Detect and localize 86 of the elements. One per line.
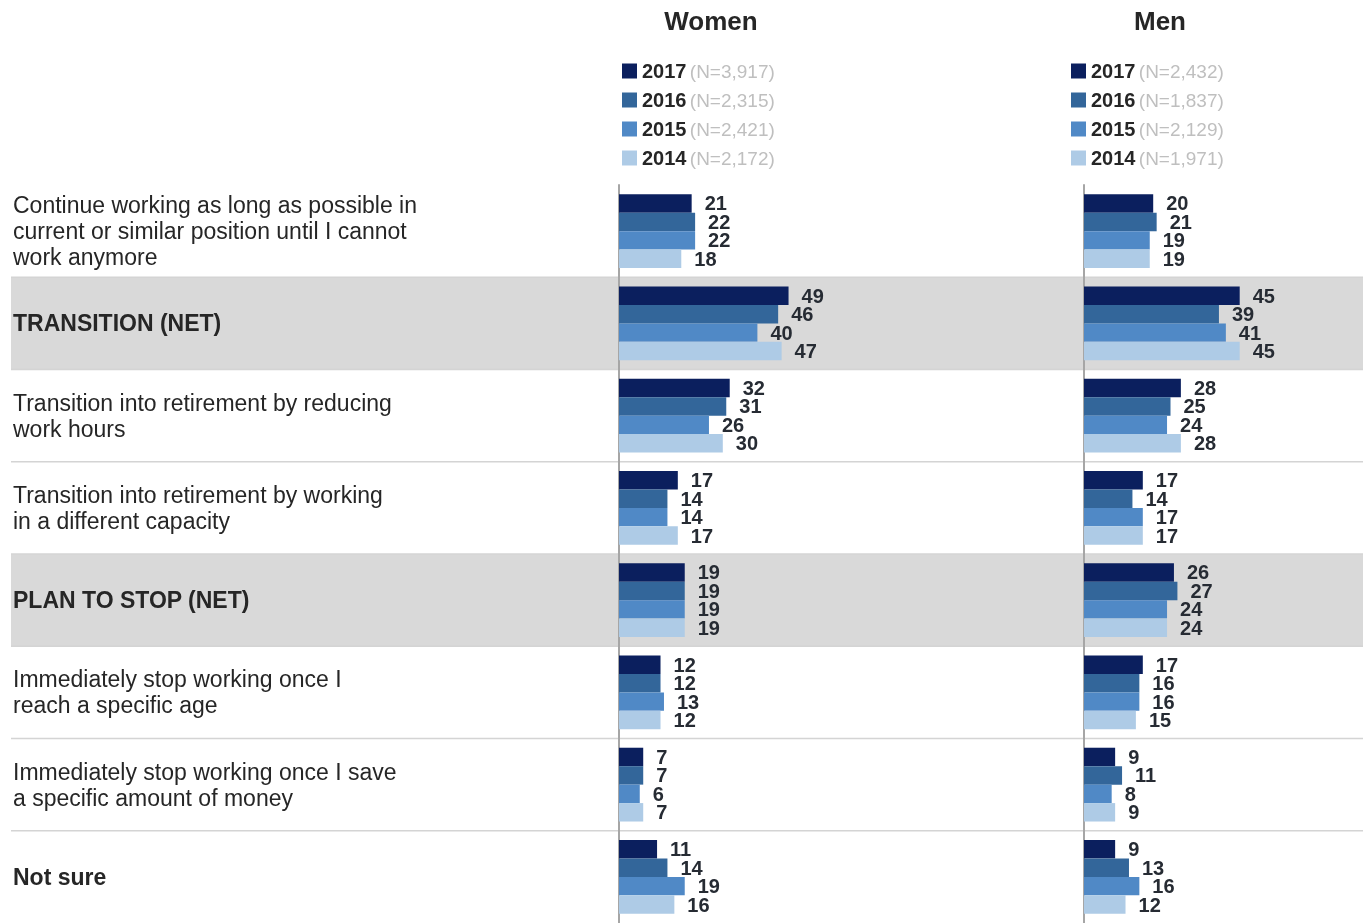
bar bbox=[1084, 194, 1154, 213]
bar bbox=[1084, 341, 1240, 361]
bar bbox=[619, 194, 692, 213]
bar bbox=[1084, 249, 1150, 269]
data-label: 45 bbox=[1252, 284, 1275, 307]
data-label: 47 bbox=[794, 340, 817, 363]
bar bbox=[1084, 692, 1140, 711]
bar bbox=[619, 747, 644, 767]
bar bbox=[1084, 470, 1143, 490]
bar bbox=[1084, 618, 1168, 638]
bar bbox=[1084, 655, 1143, 674]
bar bbox=[1084, 673, 1140, 693]
bar bbox=[619, 895, 675, 914]
legend-label: 2016 (N=1,837) bbox=[1091, 89, 1224, 111]
bar bbox=[619, 710, 661, 730]
bar bbox=[619, 876, 685, 896]
bar bbox=[619, 784, 640, 804]
bar bbox=[1084, 876, 1140, 896]
bar bbox=[619, 323, 758, 342]
bar bbox=[1084, 415, 1168, 435]
bar bbox=[1084, 600, 1168, 619]
bar bbox=[1084, 304, 1219, 324]
bar bbox=[619, 434, 723, 453]
y-tick-label: Immediately stop working once I save a specific amount of money bbox=[13, 758, 403, 811]
bar bbox=[619, 249, 682, 269]
bar bbox=[1084, 581, 1178, 601]
legend-label: 2014 (N=1,971) bbox=[1091, 147, 1224, 169]
bar bbox=[619, 803, 644, 822]
y-tick-label: Transition into retirement by reducing work hours bbox=[12, 389, 399, 442]
bar bbox=[619, 489, 668, 508]
bar bbox=[619, 397, 727, 416]
bar bbox=[619, 378, 730, 398]
bar bbox=[1084, 434, 1181, 453]
bar bbox=[619, 507, 668, 527]
bar bbox=[1084, 839, 1116, 859]
chart-title: Men bbox=[1134, 6, 1186, 36]
y-tick-label: Continue working as long as possible in current or similar position until I cannot work anymore bbox=[12, 192, 424, 271]
bar bbox=[619, 839, 658, 859]
legend-label: 2017 (N=3,917) bbox=[642, 60, 775, 82]
bar bbox=[1084, 858, 1129, 877]
bar bbox=[619, 766, 644, 785]
chart-title: Women bbox=[664, 6, 758, 36]
y-tick-label: Not sure bbox=[13, 863, 107, 890]
bar bbox=[1084, 784, 1112, 804]
bar bbox=[619, 600, 685, 619]
data-label: 9 bbox=[1128, 838, 1140, 861]
bar bbox=[619, 563, 685, 582]
bar bbox=[1084, 895, 1126, 914]
bar bbox=[619, 212, 696, 232]
bar bbox=[619, 415, 709, 435]
bar bbox=[619, 304, 779, 324]
bar bbox=[1084, 766, 1123, 785]
bar bbox=[1084, 323, 1226, 342]
y-tick-label: TRANSITION (NET) bbox=[13, 310, 222, 337]
bar bbox=[619, 470, 678, 490]
bar bbox=[619, 581, 685, 601]
bar bbox=[1084, 286, 1240, 305]
data-label: 40 bbox=[770, 321, 793, 344]
y-tick-label: Transition into retirement by working in a different capacity bbox=[13, 481, 390, 534]
y-tick-label: PLAN TO STOP (NET) bbox=[13, 587, 250, 614]
bar bbox=[1084, 212, 1157, 232]
bar bbox=[1084, 507, 1143, 527]
bar bbox=[1084, 397, 1171, 416]
bar bbox=[619, 618, 685, 638]
legend-label: 2015 (N=2,129) bbox=[1091, 118, 1224, 140]
bar bbox=[619, 858, 668, 877]
bar bbox=[1084, 526, 1143, 545]
bar bbox=[619, 231, 696, 250]
y-tick-label: Immediately stop working once I reach a specific age bbox=[13, 666, 348, 719]
bar bbox=[619, 526, 678, 545]
legend-label: 2014 (N=2,172) bbox=[642, 147, 775, 169]
bar bbox=[619, 673, 661, 693]
legend-label: 2017 (N=2,432) bbox=[1091, 60, 1224, 82]
bar bbox=[619, 286, 789, 305]
legend-label: 2016 (N=2,315) bbox=[642, 89, 775, 111]
bar bbox=[619, 692, 664, 711]
bar bbox=[1084, 710, 1136, 730]
bar bbox=[1084, 747, 1116, 767]
bar bbox=[1084, 803, 1116, 822]
bar bbox=[1084, 231, 1150, 250]
bar bbox=[619, 655, 661, 674]
legend-label: 2015 (N=2,421) bbox=[642, 118, 775, 140]
bar bbox=[1084, 489, 1133, 508]
bar bbox=[619, 341, 782, 361]
bar bbox=[1084, 563, 1174, 582]
bar bbox=[1084, 378, 1181, 398]
